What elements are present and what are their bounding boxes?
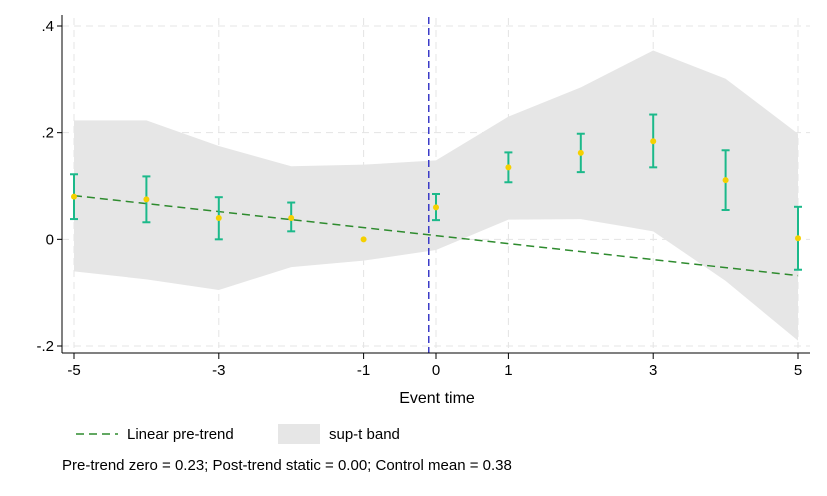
data-point (650, 138, 657, 145)
chart-note: Pre-trend zero = 0.23; Post-trend static… (62, 457, 512, 474)
linear-pretrend-line (73, 194, 799, 277)
x-tick-label: -1 (357, 362, 370, 379)
plot-area (62, 17, 810, 353)
legend: Linear pre-trend sup-t band (76, 424, 400, 444)
x-tick-label: 1 (504, 362, 512, 379)
x-tick-label: -3 (212, 362, 225, 379)
data-point (722, 177, 729, 184)
point-estimates (71, 138, 801, 243)
legend-label-linear-pretrend: Linear pre-trend (127, 426, 234, 443)
y-axis-ticks: -.2 0 .2 .4 (36, 18, 62, 355)
x-axis-title: Event time (399, 390, 475, 407)
y-tick-label: -.2 (36, 338, 54, 355)
data-point (360, 236, 367, 243)
axes: -.2 0 .2 .4 -5 -3 -1 1 3 5 0 (36, 15, 810, 379)
x-tick-label: 3 (649, 362, 657, 379)
x-tick-label: 0 (432, 362, 440, 379)
x-axis-ticks: -5 -3 -1 1 3 5 0 (67, 353, 802, 379)
data-point (288, 215, 295, 221)
data-point (577, 149, 584, 156)
data-point (143, 196, 150, 203)
x-tick-label: 5 (794, 362, 802, 379)
legend-band-symbol (278, 424, 320, 444)
data-point (795, 235, 801, 242)
legend-label-sup-t-band: sup-t band (329, 426, 400, 443)
y-tick-label: 0 (46, 231, 54, 248)
data-point (215, 215, 222, 221)
data-point (433, 204, 439, 211)
data-point (71, 193, 77, 200)
x-tick-label: -5 (67, 362, 80, 379)
y-tick-label: .4 (41, 18, 54, 35)
y-tick-label: .2 (41, 125, 54, 142)
data-point (505, 164, 512, 171)
